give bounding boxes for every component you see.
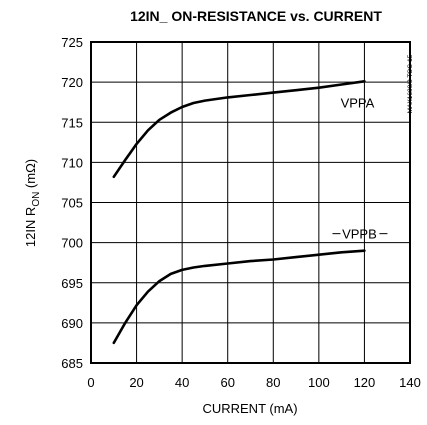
grid-lines [91,42,410,363]
y-tick-labels: 685 690 695 700 705 710 715 720 725 [61,35,83,371]
y-tick-label: 725 [61,35,83,50]
y-axis-label-unit: (mΩ) [23,159,38,192]
x-tick-label: 140 [399,375,421,390]
y-tick-label: 720 [61,75,83,90]
figure-code: MAX1600/3 TOC-15 [407,54,414,113]
x-tick-label: 100 [308,375,330,390]
x-tick-label: 60 [220,375,234,390]
y-axis-label-main: 12IN R [23,207,38,247]
series-line-vppb [112,249,366,345]
y-axis-label-subscript: ON [31,192,42,207]
series-label-vppa: VPPA [341,95,375,110]
y-tick-label: 685 [61,356,83,371]
y-tick-label: 710 [61,155,83,170]
x-tick-label: 0 [87,375,94,390]
y-tick-label: 715 [61,115,83,130]
y-axis-label: 12IN RON (mΩ) [23,159,42,247]
y-tick-label: 695 [61,276,83,291]
plot-frame [90,41,411,364]
series-line-vppa [112,80,366,179]
x-tick-label: 120 [354,375,376,390]
series-layer: VPPA VPPB [112,80,388,345]
x-tick-label: 20 [129,375,143,390]
y-tick-label: 705 [61,196,83,211]
x-axis-label: CURRENT (mA) [202,401,297,416]
y-tick-label: 700 [61,236,83,251]
chart-title: 12IN_ ON-RESISTANCE vs. CURRENT [130,8,382,24]
x-tick-label: 80 [266,375,280,390]
series-label-vppb: VPPB [342,227,377,242]
y-tick-label: 690 [61,316,83,331]
x-tick-labels: 0 20 40 60 80 100 120 140 [87,375,420,390]
x-tick-label: 40 [175,375,189,390]
